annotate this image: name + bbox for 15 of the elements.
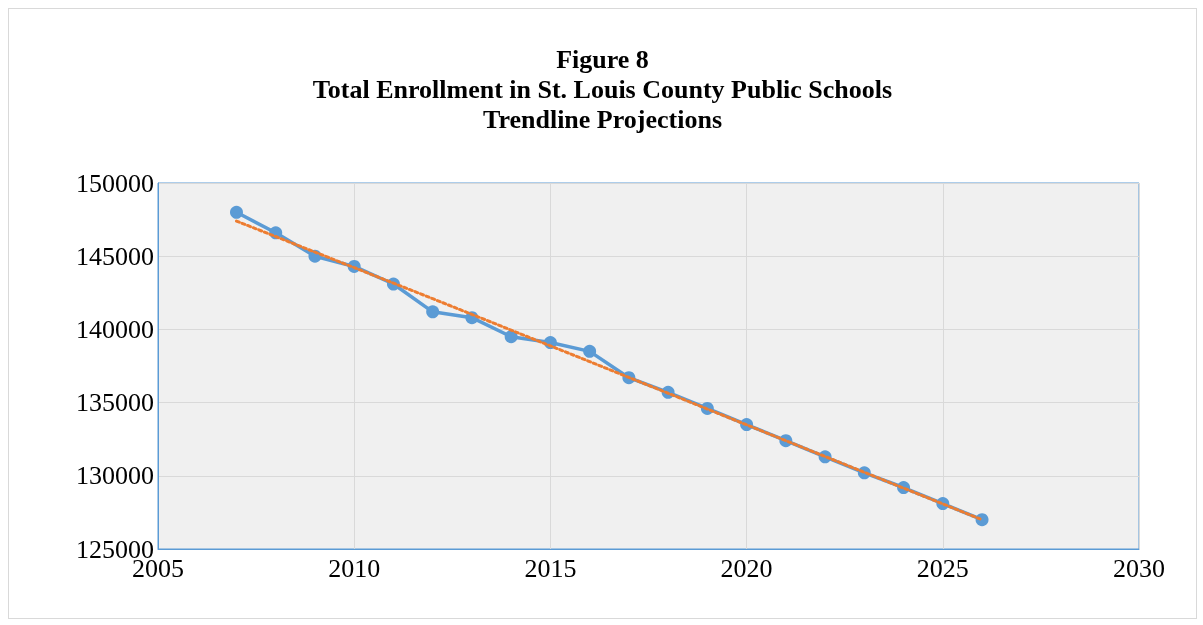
y-tick-label: 145000 xyxy=(76,241,154,271)
point xyxy=(583,344,597,358)
x-tick-label: 2015 xyxy=(524,553,577,583)
y-tick-label: 135000 xyxy=(76,388,154,418)
point xyxy=(229,205,243,219)
y-tick-label: 130000 xyxy=(76,461,154,491)
x-tick-label: 2020 xyxy=(720,553,773,583)
chart-title: Figure 8 Total Enrollment in St. Louis County Public Schools Trendline Projections xyxy=(312,44,893,134)
point xyxy=(504,330,518,344)
point xyxy=(426,305,440,319)
y-tick-label: 150000 xyxy=(76,168,154,198)
x-tick-label: 2010 xyxy=(328,553,381,583)
x-tick-label: 2030 xyxy=(1113,553,1165,583)
y-tick-label: 140000 xyxy=(76,314,154,344)
x-tick-label: 2025 xyxy=(916,553,969,583)
